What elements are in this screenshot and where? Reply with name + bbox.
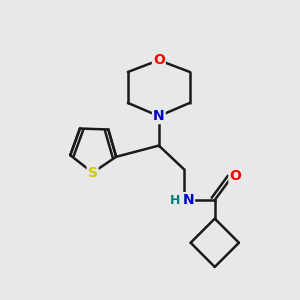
Text: H: H: [170, 194, 180, 207]
Text: O: O: [153, 53, 165, 67]
Text: N: N: [182, 193, 194, 207]
Text: O: O: [230, 169, 241, 184]
Text: S: S: [88, 166, 98, 180]
Text: N: N: [153, 109, 165, 123]
